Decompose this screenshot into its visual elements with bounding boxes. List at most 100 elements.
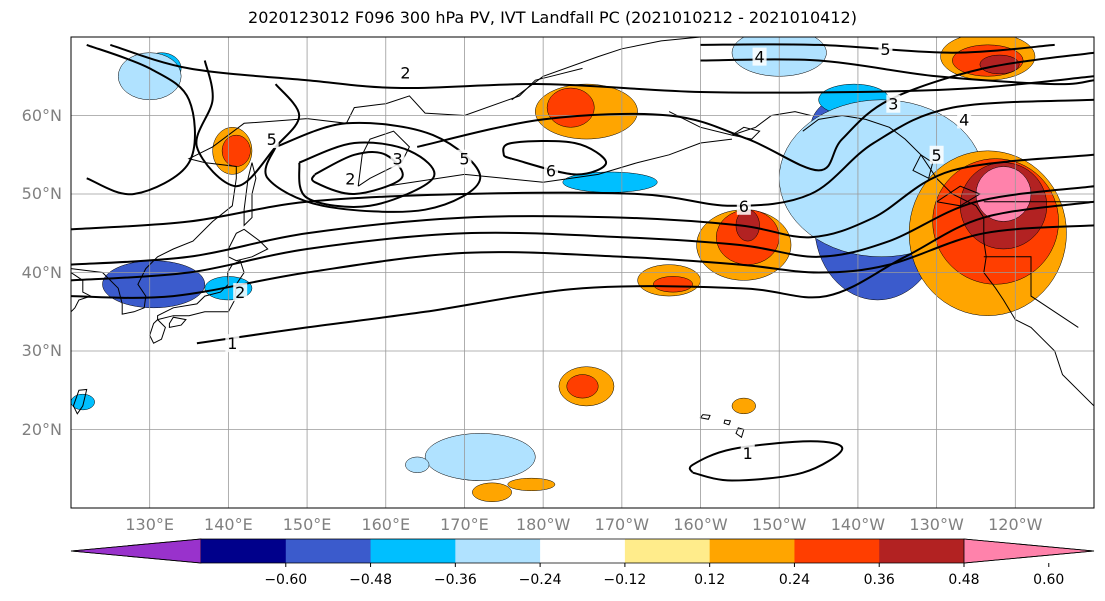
contour-label: 1 — [227, 334, 237, 353]
colorbar-tick-label: 0.36 — [863, 572, 895, 588]
coastline — [72, 388, 88, 415]
coastline — [723, 419, 732, 426]
longitude-label: 170°W — [594, 515, 650, 534]
plot-frame — [70, 36, 1095, 509]
pv-contour-line — [71, 98, 1094, 231]
pv-contour-line — [110, 43, 1094, 94]
latitude-label: 60°N — [21, 105, 62, 125]
colorbar-tick-label: 0.12 — [694, 572, 726, 588]
contour-label: 5 — [932, 146, 942, 165]
colorbar-swatch — [540, 539, 626, 563]
coastline — [699, 414, 711, 420]
pv-contour-line — [311, 151, 404, 196]
contour-label-bg — [457, 149, 472, 168]
longitude-label: 150°W — [752, 515, 807, 534]
contour-label: 2 — [235, 283, 245, 302]
latitude-label: 30°N — [21, 341, 62, 360]
contour-label-bg — [929, 145, 944, 164]
longitude-label: 150°E — [282, 515, 332, 534]
contour-label: 4 — [959, 110, 969, 129]
contour-label: 6 — [546, 161, 556, 180]
longitude-label: 120°W — [988, 515, 1043, 534]
coastline — [511, 37, 701, 101]
contour-label-bg — [740, 444, 755, 463]
pv-contour-line — [71, 153, 1094, 266]
colorbar-swatch — [624, 539, 711, 563]
contour-label-bg — [233, 283, 248, 302]
contour-label-bg — [736, 196, 751, 215]
coastline — [227, 228, 269, 262]
contour-label: 3 — [392, 150, 402, 169]
colorbar-tick-label: −0.48 — [349, 572, 392, 588]
colorbar-swatch — [201, 539, 287, 563]
colorbar-swatch — [879, 539, 965, 563]
pc-shaded-region — [546, 87, 595, 128]
pc-shaded-region — [507, 477, 556, 491]
pc-shaded-region — [653, 276, 693, 293]
colorbar-tick-label: −0.24 — [518, 572, 562, 588]
pc-shaded-region — [405, 456, 430, 473]
pv-contour-line — [502, 140, 608, 176]
contour-label-bg — [544, 161, 559, 180]
colorbar-swatch — [455, 539, 541, 563]
colorbar-tick-label: −0.12 — [603, 572, 647, 588]
longitude-label: 160°W — [673, 515, 728, 534]
contour-label: 2 — [345, 169, 355, 188]
latitude-label: 50°N — [21, 184, 62, 203]
ivt-pc-shading — [71, 37, 1067, 502]
contour-label-bg — [343, 169, 358, 188]
pv-contour-line — [416, 51, 1094, 172]
pc-shaded-region — [472, 482, 512, 502]
longitude-label: 130°E — [125, 515, 175, 534]
coastline — [168, 316, 187, 329]
contour-label-bg — [398, 63, 413, 82]
contour-label-bg — [752, 47, 767, 66]
pv-contour-line — [195, 60, 301, 188]
pv-contour-line — [71, 185, 1094, 282]
contour-label: 6 — [739, 197, 749, 216]
longitude-label: 170°E — [440, 515, 489, 534]
latitude-label: 40°N — [21, 262, 62, 282]
contour-label-bg — [264, 130, 279, 149]
colorbar-swatch — [794, 539, 880, 563]
coastline — [71, 67, 583, 315]
longitude-label: 140°E — [204, 515, 253, 534]
pc-shaded-region — [221, 134, 251, 167]
pv-contour-line — [688, 440, 844, 482]
contour-label-bg — [878, 39, 893, 58]
contour-label-bg — [225, 334, 240, 353]
pc-shaded-region — [731, 397, 756, 415]
contour-label-bg — [957, 110, 972, 129]
colorbar-swatch — [370, 539, 456, 563]
pv-contour-line — [298, 141, 436, 208]
coastline — [802, 114, 1094, 407]
colorbar-tick-label: −0.60 — [264, 572, 308, 588]
coastline — [385, 138, 733, 187]
longitude-label: 130°W — [909, 515, 964, 534]
latitude-label: 20°N — [21, 419, 62, 439]
pv-contour-line — [86, 43, 196, 196]
pc-shaded-region — [566, 374, 599, 399]
colorbar — [70, 538, 1095, 567]
longitude-label: 160°E — [361, 515, 411, 534]
colorbar-swatch — [709, 539, 795, 563]
contour-label: 5 — [880, 40, 890, 59]
contour-label: 5 — [459, 150, 469, 169]
contour-label: 2 — [400, 63, 410, 82]
contour-label: 5 — [267, 130, 277, 149]
pc-shaded-region — [424, 433, 536, 481]
pv-contour-line — [196, 200, 1094, 345]
colorbar-tick-label: 0.24 — [778, 572, 811, 588]
pv-contours — [71, 43, 1094, 482]
coastline — [243, 162, 257, 227]
pv-contour-line — [700, 58, 1094, 86]
colorbar-tick-label: 0.48 — [948, 572, 980, 588]
contour-label-bg — [886, 94, 901, 113]
pc-shaded-region — [71, 393, 95, 411]
colorbar-extend-min — [70, 538, 202, 564]
longitude-label: 180°W — [515, 515, 571, 534]
colorbar-tick-label: −0.36 — [433, 572, 477, 588]
colorbar-tick-label: 0.60 — [1033, 572, 1065, 588]
